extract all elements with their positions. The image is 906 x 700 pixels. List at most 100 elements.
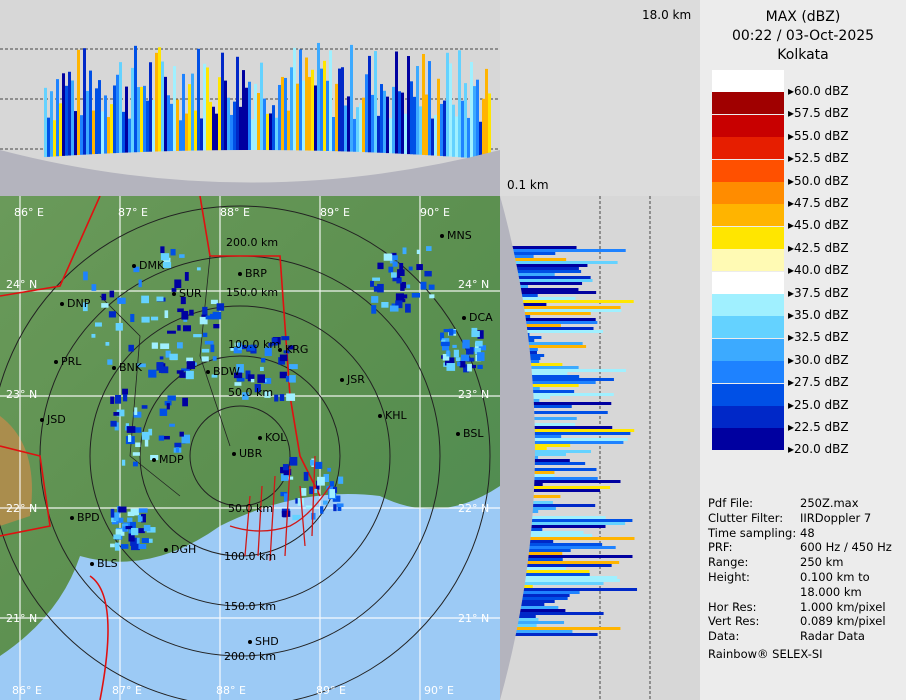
profile-echo bbox=[508, 402, 612, 405]
profile-echo bbox=[380, 84, 383, 153]
reflectivity-echo bbox=[131, 527, 139, 536]
profile-echo bbox=[404, 113, 407, 154]
city-marker: SHD bbox=[248, 635, 279, 648]
profile-echo bbox=[332, 116, 335, 152]
profile-echo bbox=[508, 300, 634, 303]
profile-echo bbox=[508, 282, 583, 285]
top-profile-echoes bbox=[44, 42, 491, 160]
profile-echo bbox=[119, 62, 122, 153]
profile-echo bbox=[392, 86, 395, 154]
reflectivity-echo bbox=[91, 333, 96, 338]
reflectivity-echo bbox=[283, 350, 290, 354]
scale-label: ▸52.5 dBZ bbox=[788, 151, 849, 166]
top-profile-plot bbox=[0, 42, 500, 196]
scale-label: ▸22.5 dBZ bbox=[788, 420, 849, 434]
reflectivity-echo bbox=[182, 397, 188, 407]
graticule bbox=[0, 196, 500, 700]
profile-echo bbox=[508, 624, 537, 627]
profile-echo bbox=[185, 113, 188, 151]
info-key: Clutter Filter: bbox=[708, 510, 784, 525]
lat-label-left: 24° N bbox=[6, 278, 38, 291]
profile-echo bbox=[508, 615, 536, 618]
reflectivity-echo bbox=[82, 302, 88, 312]
city-marker: BDW bbox=[206, 365, 240, 378]
profile-echo bbox=[508, 432, 631, 435]
profile-echo bbox=[508, 579, 620, 582]
reflectivity-echo bbox=[377, 262, 384, 270]
profile-echo bbox=[508, 303, 547, 306]
profile-echo bbox=[508, 405, 572, 408]
city-marker: MNS bbox=[440, 229, 472, 242]
profile-echo bbox=[209, 101, 212, 151]
reflectivity-echo bbox=[138, 528, 145, 534]
profile-echo bbox=[410, 81, 413, 155]
profile-echo bbox=[508, 477, 598, 480]
profile-echo bbox=[302, 80, 305, 151]
profile-echo bbox=[86, 90, 89, 155]
reflectivity-echo bbox=[196, 267, 201, 271]
reflectivity-echo bbox=[230, 347, 234, 351]
lat-label-left: 22° N bbox=[6, 502, 38, 515]
reflectivity-echo bbox=[406, 284, 411, 289]
reflectivity-echo bbox=[395, 293, 405, 302]
range-ring-label: 150.0 km bbox=[224, 600, 277, 613]
reflectivity-echo bbox=[317, 476, 325, 486]
reflectivity-echo bbox=[400, 298, 406, 303]
reflectivity-echo bbox=[236, 377, 245, 382]
reflectivity-echo bbox=[254, 383, 261, 393]
reflectivity-echo bbox=[397, 269, 401, 279]
color-swatch bbox=[712, 226, 784, 249]
profile-echo bbox=[206, 67, 209, 151]
city-marker: MDP bbox=[152, 453, 184, 466]
profile-echo bbox=[77, 49, 80, 155]
city-marker: DCA bbox=[462, 311, 493, 324]
reflectivity-echo bbox=[477, 364, 483, 369]
profile-echo bbox=[452, 104, 455, 157]
reflectivity-echo bbox=[320, 506, 324, 514]
profile-echo bbox=[104, 95, 107, 154]
reflectivity-echo bbox=[129, 521, 136, 531]
profile-echo bbox=[251, 119, 254, 151]
profile-echo bbox=[508, 393, 614, 396]
lon-label-top: 86° E bbox=[14, 206, 44, 219]
profile-echo bbox=[508, 582, 604, 585]
profile-echo bbox=[508, 537, 635, 540]
reflectivity-echo bbox=[461, 354, 470, 362]
info-key: Height: bbox=[708, 570, 750, 584]
city-marker: BNK bbox=[112, 361, 142, 374]
reflectivity-echo bbox=[279, 394, 285, 401]
profile-echo bbox=[508, 327, 594, 330]
scale-label: ▸37.5 dBZ bbox=[788, 285, 849, 300]
radar-map[interactable]: 86° E 87° E 88° E 89° E 90° E 86° E 87° … bbox=[0, 196, 500, 700]
reflectivity-echo bbox=[478, 345, 487, 351]
reflectivity-echo bbox=[281, 473, 290, 481]
reflectivity-echo bbox=[137, 363, 146, 368]
info-key: Time sampling: bbox=[708, 525, 797, 540]
reflectivity-echo bbox=[174, 279, 182, 289]
profile-echo bbox=[508, 378, 614, 381]
reflectivity-echo bbox=[127, 517, 133, 522]
reflectivity-echo bbox=[101, 303, 109, 308]
profile-echo bbox=[461, 100, 464, 158]
info-value: Radar Data bbox=[800, 629, 865, 644]
reflectivity-echo bbox=[371, 305, 377, 314]
profile-echo bbox=[194, 110, 197, 151]
reflectivity-echo bbox=[183, 325, 192, 332]
reflectivity-echo bbox=[110, 396, 115, 404]
reflectivity-echo bbox=[170, 248, 176, 256]
reflectivity-echo bbox=[176, 370, 184, 374]
city-marker: SUR bbox=[172, 287, 202, 300]
reflectivity-echo bbox=[132, 452, 140, 456]
earth-curvature-shadow bbox=[500, 196, 535, 700]
profile-echo bbox=[508, 426, 613, 429]
reflectivity-echo bbox=[399, 262, 404, 272]
reflectivity-echo bbox=[148, 369, 157, 378]
reflectivity-echo bbox=[392, 261, 398, 267]
profile-echo bbox=[314, 85, 317, 151]
lon-label-top: 90° E bbox=[420, 206, 450, 219]
profile-echo bbox=[508, 246, 577, 249]
lon-label-bottom: 88° E bbox=[216, 684, 246, 697]
profile-echo bbox=[508, 330, 603, 333]
profile-echo bbox=[508, 294, 538, 297]
side-profile-panel bbox=[500, 196, 700, 700]
